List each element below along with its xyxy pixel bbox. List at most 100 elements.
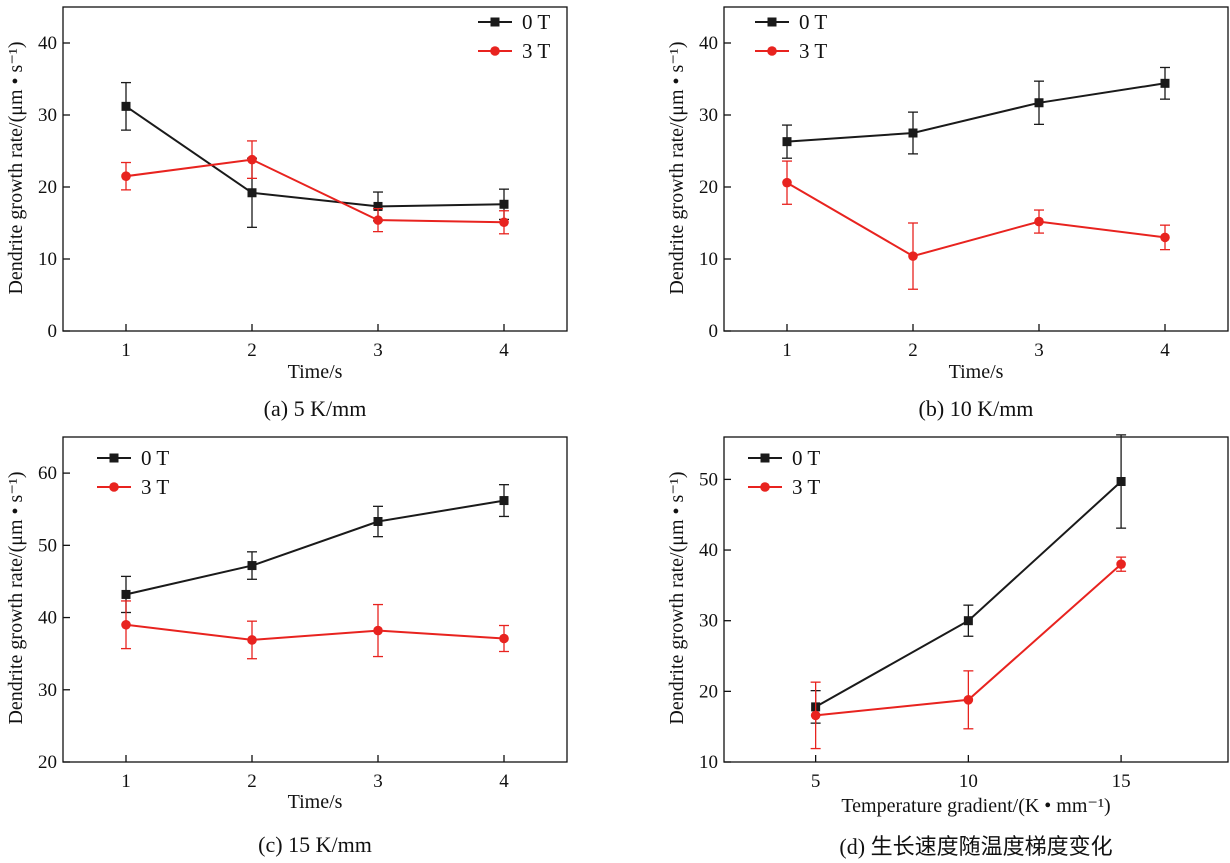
legend: 0 T3 T bbox=[478, 10, 550, 63]
y-tick-label: 30 bbox=[38, 680, 57, 701]
x-tick-label: 3 bbox=[373, 771, 383, 792]
data-point bbox=[247, 561, 257, 571]
data-point bbox=[908, 128, 918, 138]
x-tick-label: 15 bbox=[1112, 771, 1131, 792]
data-point bbox=[247, 188, 257, 198]
data-point bbox=[373, 215, 383, 225]
x-tick-label: 2 bbox=[247, 340, 257, 361]
data-point bbox=[373, 517, 383, 526]
series-line bbox=[786, 82, 1166, 143]
x-tick-label: 5 bbox=[811, 771, 821, 792]
x-tick-label: 2 bbox=[247, 771, 257, 792]
x-tick-label: 3 bbox=[373, 340, 383, 361]
data-point bbox=[1034, 216, 1044, 227]
y-tick-label: 10 bbox=[699, 249, 718, 270]
y-tick-label: 40 bbox=[38, 608, 57, 629]
series-3T bbox=[121, 140, 509, 235]
y-tick-label: 60 bbox=[38, 463, 57, 484]
data-point bbox=[247, 154, 257, 165]
legend-label: 3 T bbox=[141, 475, 169, 499]
x-tick-label: 4 bbox=[499, 771, 509, 792]
legend-marker bbox=[490, 17, 500, 27]
series-0T bbox=[810, 434, 1127, 724]
panel-caption: (b) 10 K/mm bbox=[919, 396, 1034, 421]
legend-label: 3 T bbox=[792, 475, 820, 499]
series-line bbox=[125, 105, 505, 208]
plot-frame bbox=[62, 436, 568, 763]
y-tick-label: 30 bbox=[699, 611, 718, 632]
y-tick-label: 40 bbox=[699, 33, 718, 54]
series-line bbox=[125, 158, 505, 224]
series-3T bbox=[810, 556, 1127, 750]
panel-caption: (d) 生长速度随温度梯度变化 bbox=[839, 834, 1112, 859]
data-point bbox=[499, 199, 509, 209]
series-3T bbox=[782, 160, 1170, 290]
data-point bbox=[373, 625, 383, 636]
x-axis-title: Time/s bbox=[288, 791, 343, 813]
y-tick-label: 50 bbox=[38, 535, 57, 556]
data-point bbox=[1116, 559, 1126, 569]
legend-label: 0 T bbox=[141, 446, 169, 470]
y-tick-label: 20 bbox=[38, 177, 57, 198]
y-tick-label: 20 bbox=[699, 177, 718, 198]
y-axis-title: Dendrite growth rate/(μm • s⁻¹) bbox=[666, 471, 688, 724]
y-axis-title: Dendrite growth rate/(μm • s⁻¹) bbox=[5, 471, 27, 724]
y-tick-label: 50 bbox=[699, 469, 718, 490]
data-point bbox=[373, 201, 383, 211]
x-tick-label: 1 bbox=[782, 340, 792, 361]
legend-label: 0 T bbox=[799, 10, 827, 34]
data-point bbox=[810, 710, 821, 721]
data-point bbox=[782, 177, 792, 188]
series-0T bbox=[121, 81, 509, 228]
panel-b: 0 10 20 30 40 1 2 3 4 Time/s Dendrite growth rate/… bbox=[666, 6, 1229, 421]
data-point bbox=[1160, 232, 1170, 243]
data-point bbox=[1034, 98, 1044, 108]
data-point bbox=[908, 251, 918, 261]
data-point bbox=[121, 589, 131, 599]
panel-a: 0 10 20 30 40 1 2 3 4 Time/s Dendrite growth rate/… bbox=[5, 6, 568, 421]
y-tick-label: 0 bbox=[48, 321, 58, 342]
x-tick-label: 1 bbox=[121, 340, 131, 361]
legend-label: 3 T bbox=[799, 39, 827, 63]
legend-marker bbox=[767, 17, 777, 27]
x-tick-label: 4 bbox=[1160, 340, 1170, 361]
y-tick-label: 40 bbox=[38, 33, 57, 54]
series-line bbox=[125, 623, 505, 641]
legend: 0 T3 T bbox=[97, 446, 169, 499]
series-line bbox=[786, 181, 1166, 258]
legend-marker bbox=[767, 46, 777, 56]
panel-c: 20 30 40 50 60 1 2 3 4 Time/s Dendrite growth rate… bbox=[5, 436, 568, 857]
x-tick-label: 10 bbox=[959, 771, 978, 792]
y-tick-label: 40 bbox=[699, 540, 718, 561]
data-point bbox=[963, 695, 974, 705]
y-tick-label: 10 bbox=[38, 249, 57, 270]
data-point bbox=[121, 171, 131, 181]
legend-marker bbox=[109, 482, 119, 492]
legend-marker bbox=[109, 453, 119, 463]
panel-caption: (a) 5 K/mm bbox=[264, 396, 367, 421]
y-tick-label: 30 bbox=[38, 105, 57, 126]
data-point bbox=[499, 217, 509, 228]
x-tick-label: 2 bbox=[908, 340, 918, 361]
y-tick-label: 10 bbox=[699, 752, 718, 773]
legend-label: 0 T bbox=[792, 446, 820, 470]
y-tick-label: 20 bbox=[38, 752, 57, 773]
legend: 0 T3 T bbox=[748, 446, 820, 499]
legend-label: 0 T bbox=[522, 10, 550, 34]
y-tick-label: 0 bbox=[709, 321, 719, 342]
series-3T bbox=[121, 600, 509, 660]
legend: 0 T3 T bbox=[755, 10, 827, 63]
x-tick-label: 4 bbox=[499, 340, 509, 361]
x-axis-title: Time/s bbox=[288, 361, 343, 383]
series-0T bbox=[782, 66, 1170, 159]
x-axis-title: Temperature gradient/(K • mm⁻¹) bbox=[841, 795, 1110, 817]
series-0T bbox=[121, 484, 509, 614]
x-axis-title: Time/s bbox=[949, 361, 1004, 383]
data-point bbox=[499, 633, 509, 644]
legend-marker bbox=[490, 46, 500, 56]
data-point bbox=[121, 619, 131, 630]
legend-marker bbox=[760, 453, 770, 463]
data-point bbox=[121, 101, 131, 111]
